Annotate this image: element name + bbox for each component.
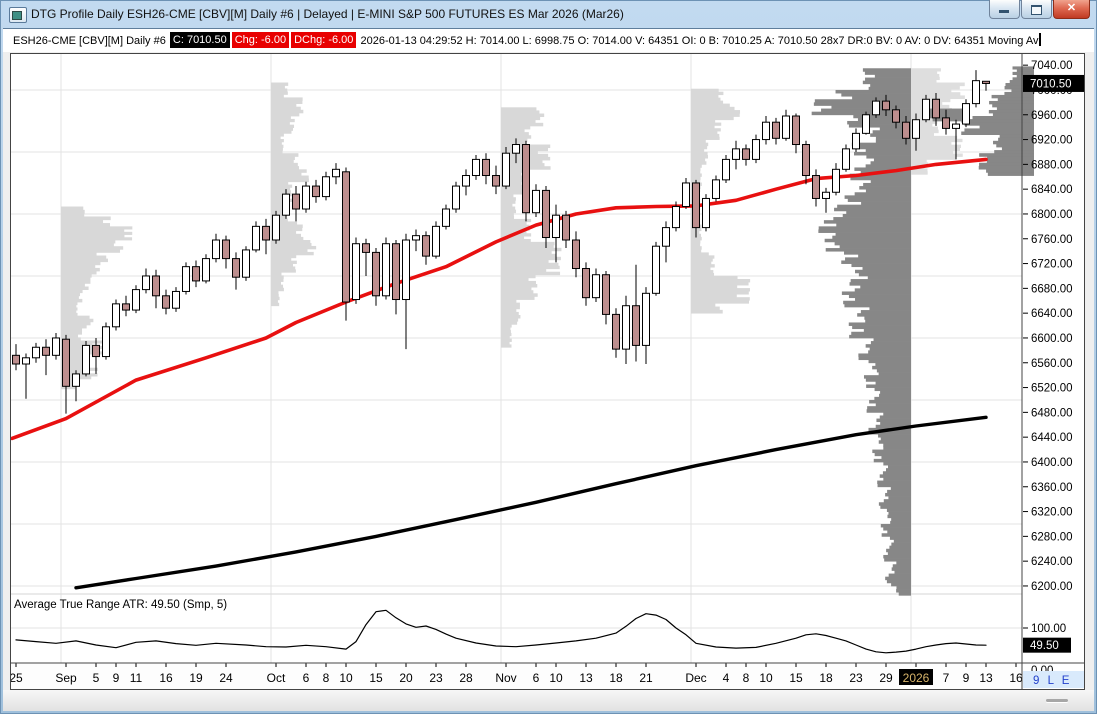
svg-text:9 L E: 9 L E	[1033, 675, 1072, 687]
svg-text:29: 29	[879, 671, 893, 685]
svg-text:8: 8	[743, 671, 750, 685]
svg-text:6760.00: 6760.00	[1031, 234, 1073, 246]
svg-text:6320.00: 6320.00	[1031, 507, 1073, 519]
close-icon: ✕	[1066, 2, 1077, 14]
title-bar[interactable]: DTG Profile Daily ESH26-CME [CBV][M] Dai…	[0, 0, 1097, 28]
restore-icon	[1031, 5, 1042, 15]
svg-text:4: 4	[723, 671, 730, 685]
svg-text:Sep: Sep	[55, 671, 77, 685]
svg-text:13: 13	[579, 671, 593, 685]
svg-text:6560.00: 6560.00	[1031, 358, 1073, 370]
chart-mini-icon	[12, 11, 22, 20]
price-chart[interactable]: Average True Range ATR: 49.50 (Smp, 5) 70…	[10, 53, 1085, 690]
restore-button[interactable]	[1021, 0, 1052, 19]
svg-text:20: 20	[399, 671, 413, 685]
svg-text:16: 16	[159, 671, 173, 685]
svg-text:16: 16	[1009, 671, 1023, 685]
svg-text:9: 9	[113, 671, 120, 685]
minimize-button[interactable]	[989, 0, 1020, 19]
svg-text:Nov: Nov	[495, 671, 516, 685]
last-price-badge: C: 7010.50	[169, 32, 230, 48]
svg-text:Average True Range ATR: 49.50: Average True Range ATR: 49.50 (Smp, 5)	[14, 599, 227, 611]
svg-text:6520.00: 6520.00	[1031, 383, 1073, 395]
app-icon	[9, 7, 27, 23]
window-controls: ✕	[988, 0, 1090, 19]
svg-text:6280.00: 6280.00	[1031, 531, 1073, 543]
svg-text:49.50: 49.50	[1030, 640, 1059, 652]
svg-text:24: 24	[219, 671, 233, 685]
svg-text:2026: 2026	[903, 671, 930, 685]
svg-text:6: 6	[303, 671, 310, 685]
svg-text:6400.00: 6400.00	[1031, 457, 1073, 469]
svg-text:19: 19	[189, 671, 203, 685]
svg-text:Dec: Dec	[685, 671, 706, 685]
svg-text:13: 13	[979, 671, 993, 685]
status-bar	[3, 690, 1094, 711]
svg-text:100.00: 100.00	[1031, 623, 1066, 635]
svg-text:7040.00: 7040.00	[1031, 60, 1073, 72]
svg-text:10: 10	[759, 671, 773, 685]
svg-text:6440.00: 6440.00	[1031, 432, 1073, 444]
svg-text:9: 9	[963, 671, 970, 685]
svg-text:6960.00: 6960.00	[1031, 110, 1073, 122]
svg-text:7010.50: 7010.50	[1030, 78, 1072, 90]
svg-text:11: 11	[130, 671, 143, 685]
symbol-label: ESH26-CME [CBV][M] Daily #6	[13, 35, 166, 47]
svg-text:6240.00: 6240.00	[1031, 556, 1073, 568]
svg-text:23: 23	[429, 671, 443, 685]
svg-text:23: 23	[849, 671, 863, 685]
quote-info-bar: ESH26-CME [CBV][M] Daily #6 C: 7010.50 Ch…	[3, 28, 1094, 54]
text-caret	[1039, 33, 1042, 46]
svg-text:Oct: Oct	[267, 671, 286, 685]
svg-text:6800.00: 6800.00	[1031, 209, 1073, 221]
svg-text:10: 10	[339, 671, 353, 685]
svg-text:6720.00: 6720.00	[1031, 259, 1073, 271]
svg-text:6200.00: 6200.00	[1031, 581, 1073, 593]
svg-text:28: 28	[459, 671, 473, 685]
svg-text:6880.00: 6880.00	[1031, 159, 1073, 171]
svg-text:6600.00: 6600.00	[1031, 333, 1073, 345]
svg-text:25: 25	[10, 671, 23, 685]
svg-text:5: 5	[93, 671, 100, 685]
svg-text:6840.00: 6840.00	[1031, 184, 1073, 196]
svg-text:7: 7	[943, 671, 950, 685]
svg-text:8: 8	[323, 671, 330, 685]
svg-text:6920.00: 6920.00	[1031, 135, 1073, 147]
svg-text:15: 15	[789, 671, 803, 685]
change-badge: Chg: -6.00	[231, 32, 290, 48]
svg-text:18: 18	[819, 671, 833, 685]
svg-text:10: 10	[549, 671, 563, 685]
svg-text:6360.00: 6360.00	[1031, 482, 1073, 494]
svg-text:15: 15	[369, 671, 383, 685]
resize-grip[interactable]	[1046, 699, 1068, 702]
close-button[interactable]: ✕	[1053, 0, 1090, 19]
day-change-badge: DChg: -6.00	[291, 32, 357, 48]
svg-text:6640.00: 6640.00	[1031, 308, 1073, 320]
svg-text:6480.00: 6480.00	[1031, 407, 1073, 419]
minimize-icon	[999, 10, 1009, 13]
svg-text:18: 18	[609, 671, 623, 685]
svg-text:6: 6	[533, 671, 540, 685]
window-title: DTG Profile Daily ESH26-CME [CBV][M] Dai…	[31, 7, 624, 21]
ohlc-stats-label: 2026-01-13 04:29:52 H: 7014.00 L: 6998.7…	[360, 35, 1039, 47]
svg-text:6680.00: 6680.00	[1031, 283, 1073, 295]
svg-text:21: 21	[639, 671, 653, 685]
